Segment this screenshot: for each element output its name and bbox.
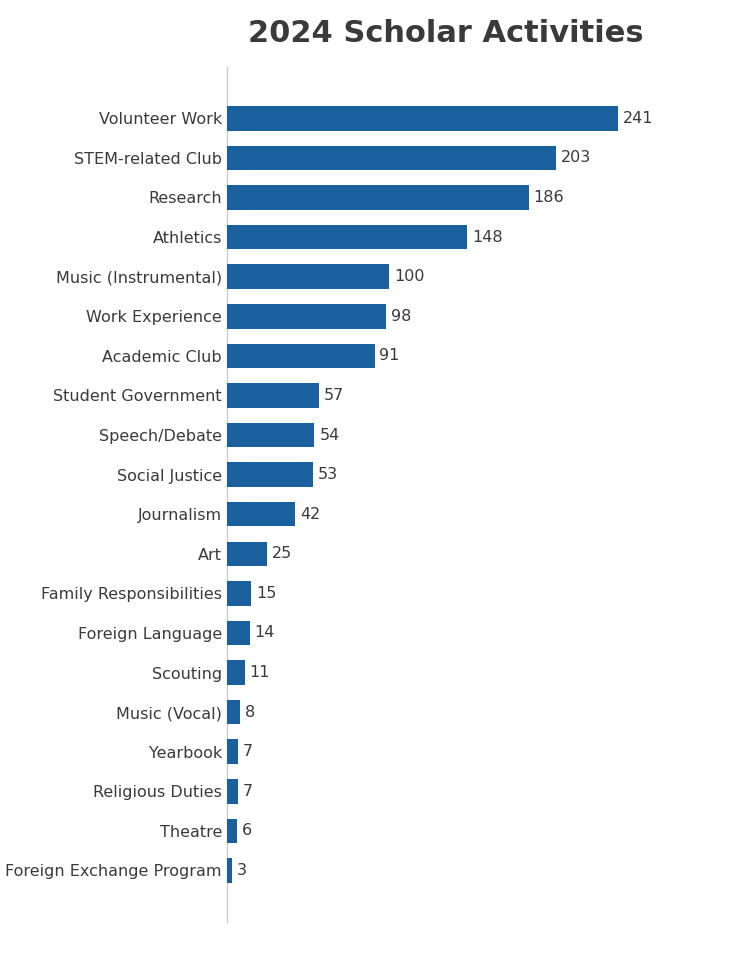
Text: 6: 6 <box>241 824 252 838</box>
Text: 8: 8 <box>245 705 255 720</box>
Text: 25: 25 <box>272 546 293 562</box>
Text: 15: 15 <box>256 586 277 601</box>
Text: 241: 241 <box>623 110 653 126</box>
Bar <box>227 581 251 606</box>
Text: 186: 186 <box>534 190 565 205</box>
Bar <box>227 739 238 764</box>
Bar <box>227 106 618 131</box>
Title: 2024 Scholar Activities: 2024 Scholar Activities <box>248 19 644 48</box>
Text: 98: 98 <box>391 309 411 324</box>
Bar <box>227 185 529 209</box>
Bar <box>227 383 319 408</box>
Text: 7: 7 <box>243 783 253 799</box>
Text: 203: 203 <box>562 151 592 165</box>
Bar <box>227 146 556 170</box>
Bar <box>227 344 374 368</box>
Bar <box>227 819 237 843</box>
Text: 53: 53 <box>318 468 338 482</box>
Text: 148: 148 <box>472 229 503 245</box>
Bar <box>227 225 467 250</box>
Text: 7: 7 <box>243 744 253 759</box>
Text: 42: 42 <box>300 507 320 521</box>
Bar <box>227 700 240 725</box>
Bar <box>227 621 249 645</box>
Text: 11: 11 <box>249 665 270 680</box>
Bar <box>227 422 314 447</box>
Text: 14: 14 <box>255 626 274 640</box>
Bar <box>227 858 231 883</box>
Bar <box>227 660 245 684</box>
Text: 100: 100 <box>394 269 425 284</box>
Text: 3: 3 <box>237 863 246 878</box>
Bar <box>227 541 268 566</box>
Bar <box>227 780 238 804</box>
Bar <box>227 304 386 328</box>
Bar <box>227 502 295 526</box>
Bar <box>227 264 389 289</box>
Text: 54: 54 <box>319 427 339 443</box>
Text: 91: 91 <box>380 348 400 363</box>
Bar <box>227 463 313 487</box>
Text: 57: 57 <box>324 388 345 403</box>
